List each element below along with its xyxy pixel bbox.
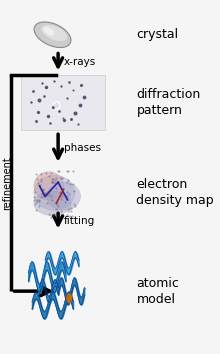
FancyBboxPatch shape [21,75,105,130]
Ellipse shape [34,191,71,216]
Text: atomic
model: atomic model [136,276,179,306]
Text: diffraction
pattern: diffraction pattern [136,88,201,117]
Circle shape [67,294,72,302]
Ellipse shape [34,172,64,200]
Ellipse shape [34,175,75,210]
Text: crystal: crystal [136,28,179,41]
Ellipse shape [47,182,81,210]
Ellipse shape [42,25,67,41]
Text: fitting: fitting [64,216,95,226]
Text: electron
density map: electron density map [136,178,214,207]
Text: x-rays: x-rays [64,57,96,67]
Ellipse shape [34,22,71,47]
Text: refinement: refinement [2,156,12,210]
Ellipse shape [43,27,54,36]
Text: phases: phases [64,143,101,153]
